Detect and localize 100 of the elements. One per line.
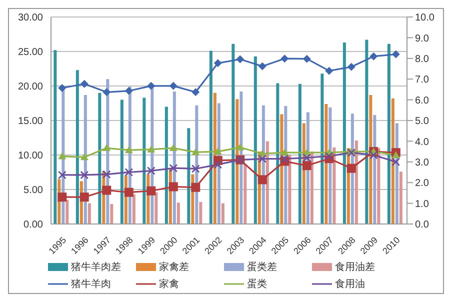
legend-label: 蛋类	[247, 278, 267, 291]
bar	[373, 114, 376, 224]
legend-label: 家禽差	[159, 260, 189, 274]
point	[325, 66, 334, 75]
y2-tick-label: 1.0	[415, 198, 430, 210]
bar	[332, 147, 336, 224]
bar	[298, 84, 302, 224]
point	[258, 175, 267, 184]
y2-tick-label: 8.0	[415, 54, 430, 65]
y2-tick-label: 6.0	[415, 95, 430, 106]
bar	[154, 192, 158, 224]
point	[236, 55, 244, 64]
bar	[236, 99, 239, 224]
bar	[110, 204, 114, 224]
point	[280, 154, 289, 163]
point	[124, 168, 133, 176]
point	[80, 153, 88, 160]
bar	[320, 74, 324, 224]
point	[147, 82, 156, 90]
legend-label: 食用油	[335, 278, 365, 291]
bar	[399, 172, 402, 224]
point	[392, 50, 400, 58]
y-tick-label: 10.00	[18, 150, 44, 162]
y-tick-label: 5.00	[24, 185, 44, 196]
legend-label: 猪牛羊肉差	[71, 260, 121, 274]
y2-tick-label: 7.0	[415, 74, 430, 86]
point	[236, 143, 244, 150]
point	[280, 54, 289, 63]
bar	[387, 44, 390, 224]
point	[214, 59, 222, 68]
bar	[365, 40, 368, 224]
point	[169, 144, 178, 152]
point	[302, 154, 311, 162]
point	[347, 62, 356, 71]
bar	[276, 83, 280, 224]
point	[258, 154, 266, 163]
point	[192, 148, 200, 156]
legend-label: 猪牛羊肉	[71, 278, 111, 291]
point	[102, 144, 111, 152]
bar	[66, 200, 69, 224]
point	[58, 192, 67, 202]
y-tick-label: 30.00	[18, 12, 44, 24]
point	[168, 182, 178, 192]
bar	[369, 94, 372, 224]
bar	[244, 164, 247, 224]
point	[191, 182, 200, 192]
point	[325, 152, 334, 160]
bar	[354, 140, 358, 224]
bar	[176, 202, 180, 224]
point	[370, 52, 378, 60]
y-tick-label: 0.00	[24, 220, 44, 231]
point	[102, 170, 111, 178]
y-tick-label: 15.00	[18, 116, 44, 128]
point	[258, 62, 266, 70]
legend-label: 家禽	[159, 278, 179, 291]
point	[147, 166, 156, 175]
point	[280, 148, 289, 156]
point	[214, 148, 222, 155]
point	[370, 151, 378, 160]
point	[58, 152, 66, 160]
y2-tick-label: 3.0	[415, 157, 430, 168]
bar	[54, 50, 57, 224]
bar	[187, 128, 190, 224]
y-tick-label: 20.00	[18, 82, 44, 93]
bar	[221, 203, 224, 224]
point	[102, 88, 111, 96]
bar	[377, 148, 380, 224]
legend-label: 蛋类差	[247, 260, 277, 274]
bar	[142, 98, 146, 224]
y2-tick-label: 10.0	[415, 12, 435, 24]
point	[80, 170, 88, 179]
bar	[342, 42, 346, 224]
bar	[98, 92, 102, 224]
bar	[232, 44, 235, 224]
bar	[76, 70, 79, 224]
bar	[254, 56, 257, 224]
point	[80, 80, 88, 88]
bar	[199, 202, 202, 224]
bar	[209, 50, 212, 224]
y2-tick-label: 0.0	[415, 220, 430, 231]
bar	[164, 106, 168, 224]
point	[102, 186, 112, 195]
y-tick-label: 25.00	[18, 47, 44, 58]
bar	[324, 104, 328, 224]
point	[346, 164, 356, 173]
bar	[288, 155, 292, 224]
bar	[132, 194, 136, 224]
point	[124, 146, 133, 154]
bar	[120, 100, 124, 224]
y2-tick-label: 4.0	[415, 136, 430, 148]
point	[80, 192, 89, 202]
y2-tick-label: 9.0	[415, 33, 430, 44]
point	[302, 161, 312, 170]
bar	[88, 203, 91, 224]
y2-tick-label: 2.0	[415, 178, 430, 190]
point	[124, 86, 133, 95]
point	[58, 170, 66, 179]
point	[392, 151, 400, 158]
point	[214, 160, 222, 169]
point	[192, 164, 200, 173]
